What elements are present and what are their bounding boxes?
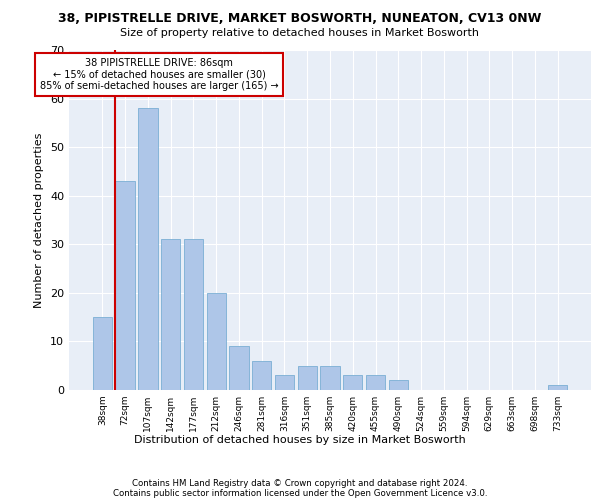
Bar — [320, 366, 340, 390]
Bar — [366, 376, 385, 390]
Bar — [252, 361, 271, 390]
Text: Contains HM Land Registry data © Crown copyright and database right 2024.: Contains HM Land Registry data © Crown c… — [132, 478, 468, 488]
Bar — [548, 385, 567, 390]
Bar — [161, 240, 181, 390]
Text: 38 PIPISTRELLE DRIVE: 86sqm
← 15% of detached houses are smaller (30)
85% of sem: 38 PIPISTRELLE DRIVE: 86sqm ← 15% of det… — [40, 58, 278, 91]
Bar — [93, 317, 112, 390]
Bar — [229, 346, 248, 390]
Text: Contains public sector information licensed under the Open Government Licence v3: Contains public sector information licen… — [113, 488, 487, 498]
Y-axis label: Number of detached properties: Number of detached properties — [34, 132, 44, 308]
Bar — [298, 366, 317, 390]
Text: Size of property relative to detached houses in Market Bosworth: Size of property relative to detached ho… — [121, 28, 479, 38]
Bar — [343, 376, 362, 390]
Bar — [138, 108, 158, 390]
Bar — [389, 380, 408, 390]
Bar — [115, 181, 135, 390]
Text: Distribution of detached houses by size in Market Bosworth: Distribution of detached houses by size … — [134, 435, 466, 445]
Bar — [206, 293, 226, 390]
Bar — [275, 376, 294, 390]
Bar — [184, 240, 203, 390]
Text: 38, PIPISTRELLE DRIVE, MARKET BOSWORTH, NUNEATON, CV13 0NW: 38, PIPISTRELLE DRIVE, MARKET BOSWORTH, … — [58, 12, 542, 26]
